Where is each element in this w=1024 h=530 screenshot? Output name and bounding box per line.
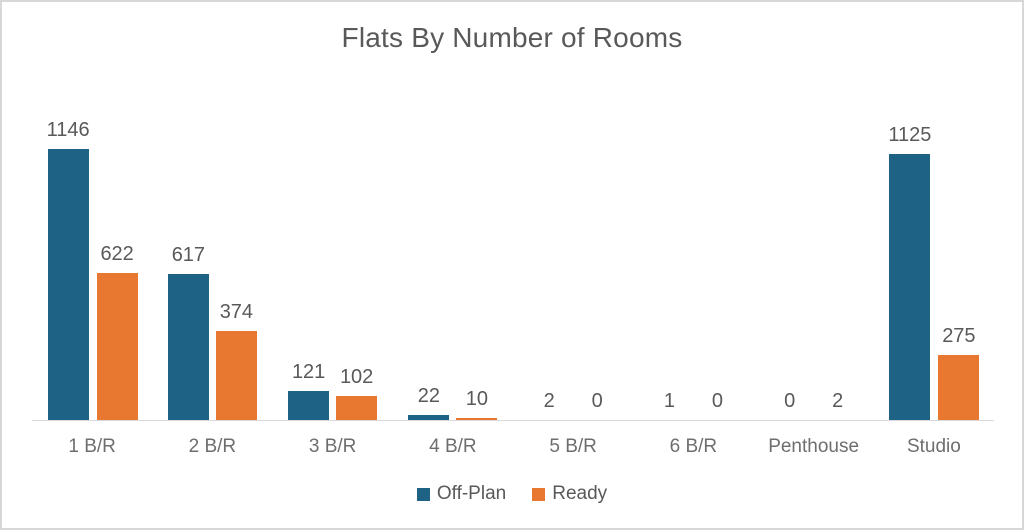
x-axis-label-6-b-r: 6 B/R xyxy=(669,436,718,457)
value-label-off-plan-2-b-r: 617 xyxy=(171,244,206,266)
bar-off-plan-2-b-r xyxy=(167,274,209,420)
bar-group-3-b-r: 121 102 xyxy=(273,137,393,420)
bar-wrap: 622 xyxy=(96,243,138,420)
bar-wrap: 121 xyxy=(288,361,330,420)
bar-wrap: 275 xyxy=(938,325,980,420)
bar-wrap: 0 xyxy=(577,390,618,420)
bar-wrap: 2 xyxy=(529,390,570,420)
x-axis-label-studio: Studio xyxy=(906,436,961,457)
legend-item-ready: Ready xyxy=(532,483,607,505)
bar-ready-1-b-r xyxy=(96,273,138,420)
bar-ready-studio xyxy=(938,355,980,420)
bar-off-plan-studio xyxy=(889,154,931,420)
bar-wrap: 1146 xyxy=(47,119,90,420)
value-label-off-plan-6-b-r: 1 xyxy=(663,390,675,412)
legend-label-off-plan: Off-Plan xyxy=(436,483,507,504)
value-label-ready-5-b-r: 0 xyxy=(591,390,603,412)
bar-wrap: 10 xyxy=(456,388,498,420)
x-axis-labels: 1 B/R 2 B/R 3 B/R 4 B/R 5 B/R 6 B/R Penthouse S… xyxy=(32,436,994,458)
value-label-off-plan-penthouse: 0 xyxy=(784,390,796,412)
legend-swatch-off-plan xyxy=(416,487,430,501)
legend: Off-Plan Ready xyxy=(2,483,1022,505)
value-label-off-plan-studio: 1125 xyxy=(888,124,932,146)
bar-wrap: 374 xyxy=(215,301,257,420)
x-axis-label-3-b-r: 3 B/R xyxy=(308,436,357,457)
value-label-ready-3-b-r: 102 xyxy=(339,366,374,388)
value-label-off-plan-4-b-r: 22 xyxy=(417,385,440,407)
value-label-ready-1-b-r: 622 xyxy=(100,243,134,265)
x-axis-label-1-b-r: 1 B/R xyxy=(68,436,116,457)
bar-off-plan-4-b-r xyxy=(408,415,450,420)
bar-group-4-b-r: 22 10 xyxy=(393,137,513,420)
bar-wrap: 1125 xyxy=(888,124,931,420)
bar-wrap: 0 xyxy=(697,390,738,420)
value-label-ready-2-b-r: 374 xyxy=(219,301,254,323)
legend-swatch-ready xyxy=(532,487,546,501)
bar-off-plan-1-b-r xyxy=(47,149,89,420)
bar-wrap: 617 xyxy=(167,244,209,420)
x-axis-label-penthouse: Penthouse xyxy=(768,436,860,457)
chart-title: Flats By Number of Rooms xyxy=(341,22,683,53)
bar-group-1-b-r: 1146 622 xyxy=(32,119,152,420)
bar-wrap: 2 xyxy=(817,390,858,420)
value-label-off-plan-3-b-r: 121 xyxy=(291,361,326,383)
x-axis-label-2-b-r: 2 B/R xyxy=(188,436,237,457)
value-label-off-plan-5-b-r: 2 xyxy=(543,390,555,412)
x-axis-label-4-b-r: 4 B/R xyxy=(429,436,477,457)
bar-wrap: 0 xyxy=(769,390,810,420)
value-label-ready-6-b-r: 0 xyxy=(711,390,723,412)
bar-wrap: 22 xyxy=(408,385,450,420)
value-label-off-plan-1-b-r: 1146 xyxy=(46,119,90,141)
plot-area: 1146 622 617 374 121 102 22 10 2 0 1 0 0 2 1125 275 xyxy=(32,119,994,421)
value-label-ready-penthouse: 2 xyxy=(832,390,844,412)
bar-wrap: 102 xyxy=(336,366,378,420)
bar-wrap: 1 xyxy=(649,390,690,420)
bar-ready-4-b-r xyxy=(456,418,498,420)
bar-group-2-b-r: 617 374 xyxy=(152,137,272,420)
value-label-ready-4-b-r: 10 xyxy=(465,388,488,410)
legend-item-off-plan: Off-Plan xyxy=(416,483,507,505)
bar-ready-2-b-r xyxy=(215,331,257,420)
x-axis-label-5-b-r: 5 B/R xyxy=(549,436,597,457)
value-label-ready-studio: 275 xyxy=(942,325,976,347)
bar-ready-3-b-r xyxy=(336,396,378,420)
legend-label-ready: Ready xyxy=(552,483,608,504)
bar-off-plan-3-b-r xyxy=(288,391,330,420)
bar-group-studio: 1125 275 xyxy=(874,124,994,420)
